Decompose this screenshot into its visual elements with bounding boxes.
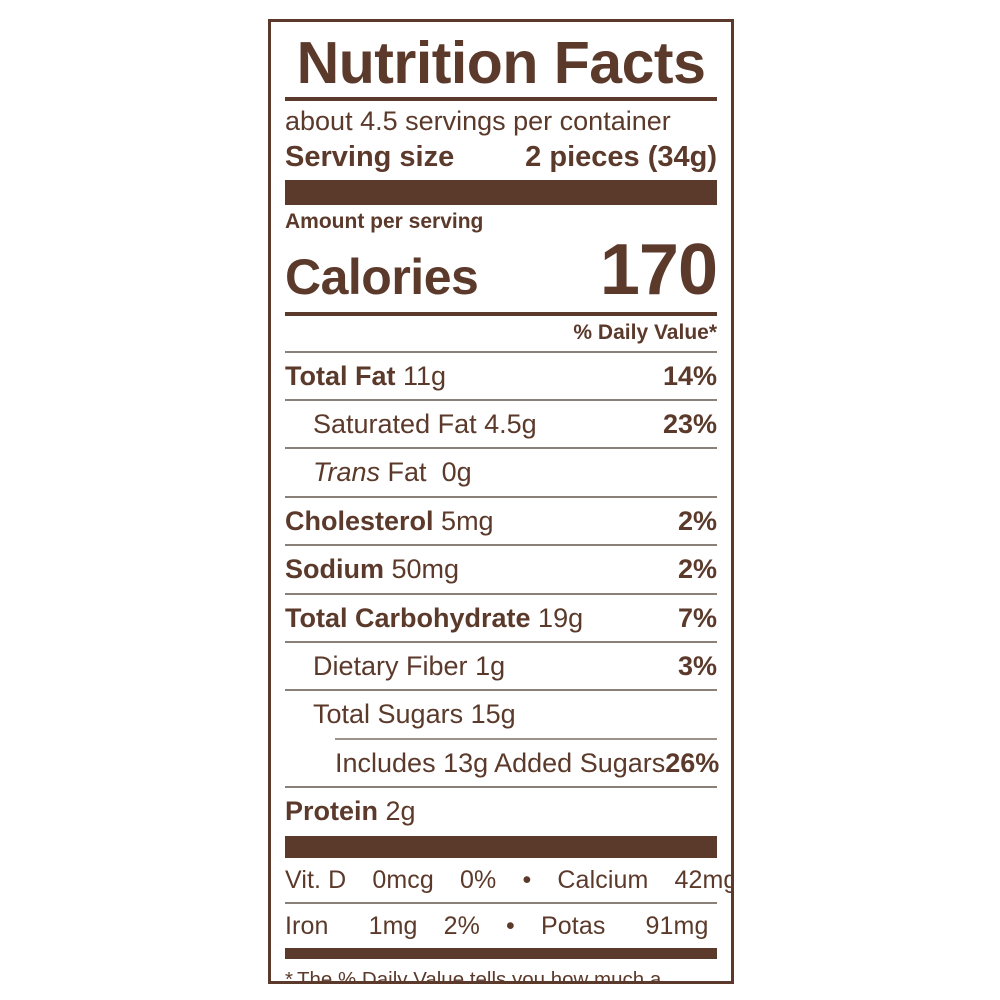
iron-amount: 1mg bbox=[368, 912, 418, 941]
divider-thick-before-micronutrients bbox=[285, 836, 717, 859]
nutrient-daily-value: 23% bbox=[662, 408, 717, 439]
nutrient-label: Saturated Fat bbox=[313, 408, 477, 439]
row-divider bbox=[285, 495, 717, 498]
bullet-icon: • bbox=[506, 912, 515, 941]
servings-per-container: about 4.5 servings per container bbox=[285, 106, 671, 136]
nutrient-name: Total Fat 11g bbox=[285, 360, 446, 392]
row-divider bbox=[285, 544, 717, 547]
nutrient-amount: 15g bbox=[470, 699, 516, 730]
nutrient-amount: 11g bbox=[403, 360, 447, 391]
calories-value: 170 bbox=[599, 230, 718, 311]
bullet-icon: • bbox=[522, 866, 532, 895]
footnote-star: * bbox=[285, 968, 293, 984]
daily-value-header: % Daily Value* bbox=[573, 321, 717, 345]
nutrient-label: Total Sugars bbox=[313, 699, 464, 730]
nutrient-amount: 1g bbox=[475, 650, 506, 681]
nutrient-label: Cholesterol bbox=[285, 505, 434, 536]
table-row: Sodium 50mg 2% bbox=[285, 546, 717, 592]
nutrient-amount: 5mg bbox=[441, 505, 494, 536]
nutrient-daily-value: 7% bbox=[677, 602, 717, 633]
table-row: Cholesterol 5mg 2% bbox=[285, 498, 717, 544]
nutrient-label: Dietary Fiber bbox=[313, 650, 468, 681]
vitamin-d-amount: 0mcg bbox=[372, 866, 434, 895]
table-row: Total Carbohydrate 19g 7% bbox=[285, 595, 717, 641]
nutrient-name: Includes 13g Added Sugars bbox=[335, 747, 665, 779]
divider-under-dv-header bbox=[285, 350, 717, 353]
table-row: Dietary Fiber 1g 3% bbox=[285, 643, 717, 689]
row-divider bbox=[285, 447, 717, 450]
nutrient-daily-value: 2% bbox=[677, 505, 717, 536]
nutrient-amount: 50mg bbox=[391, 554, 460, 585]
table-row: Total Sugars 15g bbox=[285, 691, 717, 737]
potassium-amount: 91mg bbox=[645, 912, 709, 941]
row-divider bbox=[285, 398, 717, 401]
footnote-body: * The % Daily Value tells you how much a … bbox=[285, 967, 715, 984]
nutrient-label-italic: Trans bbox=[313, 457, 381, 488]
nutrient-label: Total Fat bbox=[285, 360, 396, 391]
nutrient-name: Protein 2g bbox=[285, 795, 416, 827]
calcium-amount: 42mg bbox=[674, 866, 734, 895]
page-title: Nutrition Facts bbox=[296, 30, 706, 96]
nutrient-daily-value: 3% bbox=[677, 650, 717, 681]
nutrient-label: Sodium bbox=[285, 554, 384, 585]
nutrient-daily-value: 26% bbox=[665, 747, 720, 778]
nutrient-label: Fat bbox=[387, 457, 427, 488]
footnote-text: The % Daily Value tells you how much a n… bbox=[296, 968, 662, 984]
nutrient-amount: 4.5g bbox=[484, 408, 537, 439]
nutrient-amount: 19g bbox=[538, 602, 584, 633]
vitamin-d-name: Vit. D bbox=[285, 866, 347, 895]
row-divider-indented bbox=[335, 737, 717, 740]
footnote: * The % Daily Value tells you how much a … bbox=[285, 959, 717, 984]
table-row: Trans Fat 0g bbox=[285, 449, 717, 495]
calories-row: Calories 170 bbox=[285, 230, 718, 312]
table-row: Protein 2g bbox=[285, 788, 717, 836]
nutrient-name: Total Carbohydrate 19g bbox=[285, 602, 583, 634]
nutrient-label: Protein bbox=[285, 796, 379, 827]
vitamin-d-daily-value: 0% bbox=[460, 866, 497, 895]
row-divider bbox=[285, 689, 717, 692]
table-row: Saturated Fat 4.5g 23% bbox=[285, 401, 717, 447]
iron-name: Iron bbox=[285, 912, 329, 941]
nutrient-name: Total Sugars 15g bbox=[313, 698, 516, 730]
row-divider bbox=[285, 902, 717, 905]
divider-before-footnote bbox=[285, 948, 717, 960]
nutrient-label: Includes 13g Added Sugars bbox=[335, 747, 666, 778]
amount-per-serving-label: Amount per serving bbox=[285, 210, 484, 234]
micronutrient-row-1: Vit. D 0mcg 0% • Calcium 42mg 4% bbox=[285, 858, 731, 902]
nutrient-name: Cholesterol 5mg bbox=[285, 505, 494, 537]
table-row: Total Fat 11g 14% bbox=[285, 353, 717, 399]
nutrition-facts-panel: Nutrition Facts about 4.5 servings per c… bbox=[268, 19, 734, 984]
iron-daily-value: 2% bbox=[443, 912, 480, 941]
nutrient-amount: 2g bbox=[385, 796, 416, 827]
calcium-name: Calcium bbox=[557, 866, 649, 895]
nutrient-name: Saturated Fat 4.5g bbox=[313, 408, 537, 440]
nutrient-name: Dietary Fiber 1g bbox=[313, 650, 505, 682]
nutrient-name: Sodium 50mg bbox=[285, 553, 459, 585]
nutrient-daily-value: 2% bbox=[677, 554, 717, 585]
row-divider bbox=[285, 786, 717, 789]
potassium-name: Potas bbox=[541, 912, 606, 941]
table-row: Includes 13g Added Sugars 26% bbox=[285, 740, 720, 786]
serving-size-row: Serving size 2 pieces (34g) bbox=[285, 139, 717, 181]
divider-thick-top bbox=[285, 180, 717, 206]
row-divider bbox=[285, 592, 717, 595]
nutrient-amount: 0g bbox=[441, 457, 472, 488]
serving-size-label: Serving size bbox=[285, 140, 455, 173]
divider-under-title bbox=[285, 97, 717, 101]
nutrient-label: Total Carbohydrate bbox=[285, 602, 531, 633]
nutrient-name: Trans Fat 0g bbox=[313, 456, 472, 488]
serving-size-value: 2 pieces (34g) bbox=[525, 140, 717, 173]
calories-label: Calories bbox=[285, 249, 479, 306]
row-divider bbox=[285, 640, 717, 643]
divider-under-calories bbox=[285, 312, 717, 317]
micronutrient-row-2: Iron 1mg 2% • Potas 91mg 2% bbox=[285, 904, 717, 948]
nutrient-daily-value: 14% bbox=[662, 360, 717, 391]
